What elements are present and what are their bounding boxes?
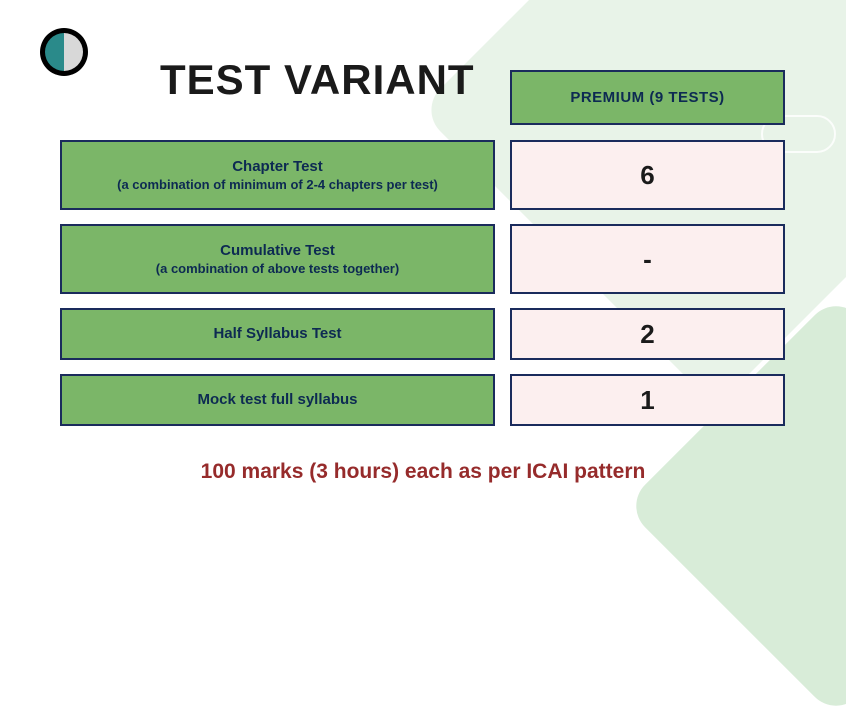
test-variant-table: Chapter Test (a combination of minimum o… (60, 140, 785, 440)
table-row: Chapter Test (a combination of minimum o… (60, 140, 785, 210)
column-header-premium: PREMIUM (9 TESTS) (510, 70, 785, 125)
table-row: Cumulative Test (a combination of above … (60, 224, 785, 294)
row-label-half-syllabus: Half Syllabus Test (60, 308, 495, 360)
row-title: Half Syllabus Test (213, 325, 341, 342)
page-title: TEST VARIANT (160, 56, 475, 104)
row-title: Cumulative Test (220, 242, 335, 259)
row-subtitle: (a combination of minimum of 2-4 chapter… (117, 177, 438, 192)
row-title: Chapter Test (232, 158, 323, 175)
row-label-mock-test: Mock test full syllabus (60, 374, 495, 426)
logo-icon (45, 33, 83, 71)
footer-note: 100 marks (3 hours) each as per ICAI pat… (0, 460, 846, 484)
logo (40, 28, 88, 76)
table-row: Mock test full syllabus 1 (60, 374, 785, 426)
row-value-half-syllabus: 2 (510, 308, 785, 360)
row-value-mock-test: 1 (510, 374, 785, 426)
row-label-chapter-test: Chapter Test (a combination of minimum o… (60, 140, 495, 210)
row-label-cumulative-test: Cumulative Test (a combination of above … (60, 224, 495, 294)
row-value-chapter-test: 6 (510, 140, 785, 210)
table-row: Half Syllabus Test 2 (60, 308, 785, 360)
row-value-cumulative-test: - (510, 224, 785, 294)
row-title: Mock test full syllabus (197, 391, 357, 408)
row-subtitle: (a combination of above tests together) (156, 261, 399, 276)
